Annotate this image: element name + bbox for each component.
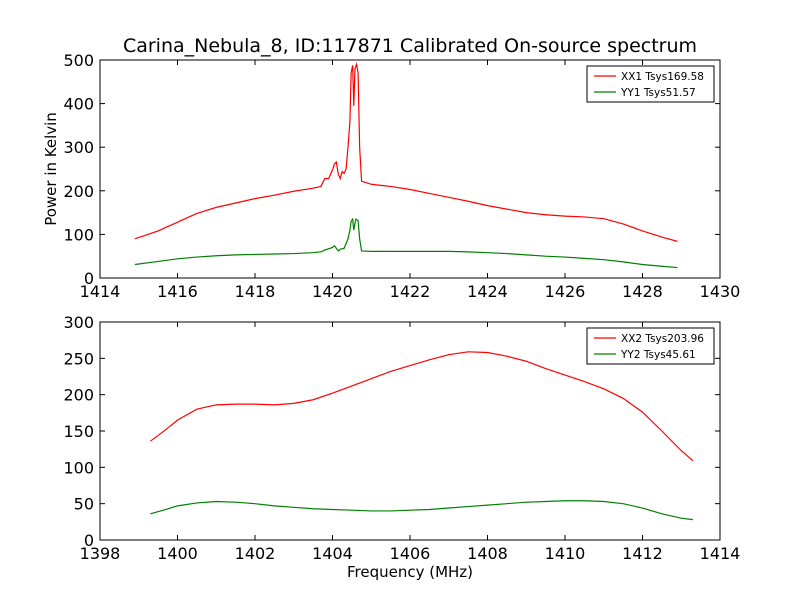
- series-line-2-1: [150, 351, 694, 462]
- legend-label: YY1 Tsys51.57: [620, 87, 696, 99]
- x-tick-label: 1424: [467, 282, 508, 301]
- y-tick-label: 0: [84, 531, 94, 550]
- legend: XX2 Tsys203.96 YY2 Tsys45.61: [586, 327, 715, 365]
- legend-label: XX2 Tsys203.96: [621, 333, 704, 345]
- y-tick-label: 200: [63, 386, 94, 405]
- y-tick-label: 300: [63, 138, 94, 157]
- chart-2: 1398 1400 1402 1404 1406 1408 1410 1412 1414 0 50 1…: [63, 313, 740, 581]
- y-tick-label: 150: [63, 422, 94, 441]
- x-tick-label: 1422: [390, 282, 431, 301]
- legend: XX1 Tsys169.58 YY1 Tsys51.57: [586, 65, 715, 103]
- legend-box: [586, 65, 715, 103]
- chart-title: Carina_Nebula_8, ID:117871 Calibrated On…: [123, 35, 697, 57]
- series-line-1-2: [134, 217, 678, 269]
- x-tick-label: 1402: [235, 544, 276, 563]
- y-tick-label: 50: [74, 495, 94, 514]
- x-tick-label: 1426: [545, 282, 586, 301]
- x-tick-label: 1420: [312, 282, 353, 301]
- x-tick-label: 1410: [545, 544, 586, 563]
- y-tick-label: 300: [63, 313, 94, 332]
- x-tick-label: 1418: [235, 282, 276, 301]
- x-tick-label: 1416: [157, 282, 198, 301]
- y-tick-label: 400: [63, 95, 94, 114]
- x-tick-label: 1406: [390, 544, 431, 563]
- y-tick-label: 500: [63, 51, 94, 70]
- y-tick-label: 0: [84, 269, 94, 288]
- x-tick-label: 1400: [157, 544, 198, 563]
- y-tick-label: 250: [63, 349, 94, 368]
- y-axis-label: Power in Kelvin: [42, 112, 60, 226]
- series-line-2-2: [150, 500, 693, 521]
- chart-1: 1414 1416 1418 1420 1422 1424 1426 1428 1430 0 100…: [42, 35, 740, 301]
- x-tick-label: 1414: [80, 282, 121, 301]
- legend-box: [586, 327, 715, 365]
- series-line-1-1: [134, 62, 678, 242]
- x-tick-label: 1430: [700, 282, 741, 301]
- legend-label: YY2 Tsys45.61: [620, 349, 696, 361]
- x-tick-label: 1414: [700, 544, 741, 563]
- x-axis-label: Frequency (MHz): [347, 563, 473, 581]
- x-tick-label: 1428: [622, 282, 663, 301]
- x-tick-label: 1398: [80, 544, 121, 563]
- x-tick-label: 1412: [622, 544, 663, 563]
- x-tick-label: 1404: [312, 544, 353, 563]
- y-tick-label: 100: [63, 458, 94, 477]
- x-tick-label: 1408: [467, 544, 508, 563]
- legend-label: XX1 Tsys169.58: [621, 71, 704, 83]
- y-tick-label: 200: [63, 182, 94, 201]
- y-tick-label: 100: [63, 225, 94, 244]
